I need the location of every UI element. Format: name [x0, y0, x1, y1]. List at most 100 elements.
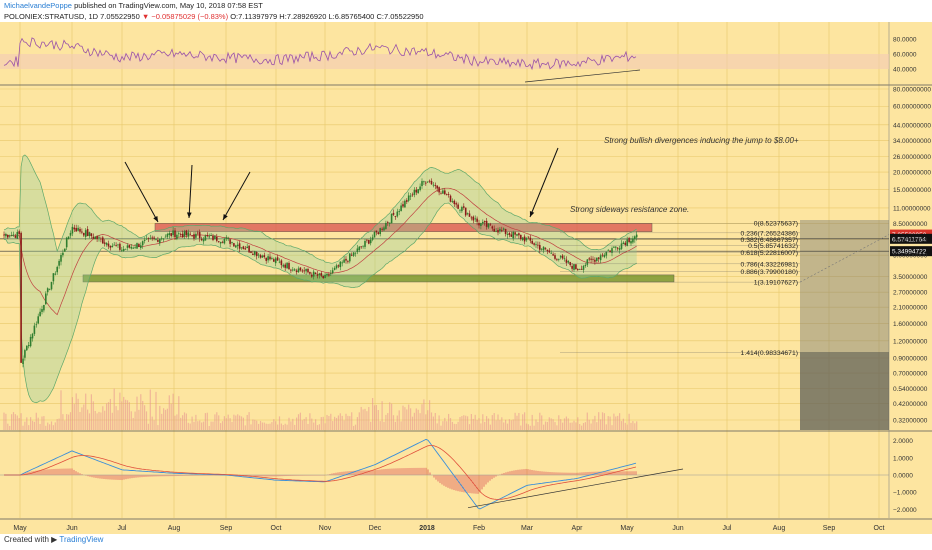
volume-bar	[71, 397, 73, 430]
macd-histogram-bar	[199, 475, 201, 476]
candle-body	[442, 190, 444, 194]
candle-body	[628, 238, 630, 243]
macd-histogram-bar	[593, 471, 595, 475]
author-name[interactable]: MichaelvandePoppe	[4, 1, 72, 10]
macd-histogram-bar	[475, 475, 477, 494]
candle-body	[592, 258, 594, 260]
macd-histogram-bar	[203, 475, 205, 476]
volume-bar	[269, 423, 271, 430]
volume-bar	[225, 418, 227, 430]
volume-bar	[75, 393, 77, 430]
macd-histogram-bar	[605, 471, 607, 475]
volume-bar	[79, 411, 81, 430]
macd-histogram-bar	[407, 468, 409, 475]
volume-bar	[163, 408, 165, 430]
volume-bar	[305, 417, 307, 430]
x-tick-label: Aug	[168, 525, 181, 532]
candle-body	[113, 244, 115, 246]
volume-bar	[242, 417, 244, 430]
candle-body	[29, 336, 32, 347]
symbol-name: POLONIEX:STRATUSD, 1D	[4, 12, 99, 21]
macd-histogram-bar	[437, 475, 439, 482]
candle-body	[27, 345, 30, 347]
macd-histogram-bar	[515, 470, 517, 475]
candle-body	[162, 238, 165, 240]
volume-bar	[584, 422, 586, 430]
volume-bar	[482, 414, 484, 430]
candle-body	[100, 238, 102, 240]
candle-body	[404, 200, 406, 208]
macd-histogram-bar	[501, 473, 503, 475]
macd-histogram-bar	[331, 473, 333, 475]
trading-chart[interactable]: 0(8.52375637) 0.236(7.26524386)0.382(6.48…	[0, 22, 932, 534]
candle-body	[512, 231, 514, 239]
volume-bar	[187, 422, 189, 430]
macd-histogram-bar	[537, 470, 539, 475]
volume-bar	[512, 419, 514, 430]
volume-bar	[506, 423, 509, 430]
x-tick-label: Sep	[220, 525, 233, 532]
x-tick-label: Aug	[773, 525, 786, 532]
candle-body	[352, 252, 355, 256]
candle-body	[187, 232, 190, 237]
candle-body	[571, 266, 573, 269]
volume-bar	[90, 394, 92, 430]
candle-body	[514, 232, 516, 235]
macd-histogram-bar	[205, 475, 207, 476]
macd-histogram-bar	[201, 475, 203, 476]
macd-histogram-bar	[33, 470, 35, 475]
macd-histogram-bar	[411, 467, 413, 475]
candle-body	[288, 263, 290, 270]
price-tick-label: 1.20000000	[893, 338, 928, 345]
macd-histogram-bar	[187, 475, 189, 476]
candle-body	[558, 258, 560, 260]
macd-histogram-bar	[323, 475, 325, 476]
candle-body	[622, 242, 625, 245]
macd-histogram-bar	[591, 471, 593, 475]
arrow-2	[188, 164, 193, 219]
candle-body	[216, 236, 218, 241]
volume-bar	[546, 421, 548, 430]
candle-body	[345, 258, 347, 261]
arrow-3	[222, 171, 251, 221]
price-tick-label: 3.50000000	[893, 274, 928, 281]
macd-histogram-bar	[573, 472, 575, 475]
volume-bar	[419, 413, 421, 430]
volume-bar	[446, 421, 448, 430]
candle-body	[157, 239, 159, 242]
candle-body	[39, 311, 41, 317]
volume-bar	[541, 415, 543, 430]
macd-line	[4, 438, 637, 510]
volume-bar	[261, 422, 263, 430]
macd-tick-label: 2.0000	[893, 438, 913, 445]
candle-body	[41, 309, 43, 312]
fib-level-label: 0.236(7.26524386)	[741, 230, 798, 237]
tradingview-brand[interactable]: TradingView	[59, 535, 104, 544]
candle-body	[225, 237, 228, 239]
macd-histogram-bar	[43, 469, 45, 475]
macd-histogram-bar	[255, 475, 257, 477]
volume-bar	[136, 396, 138, 430]
volume-bar	[421, 404, 423, 430]
volume-bar	[30, 417, 32, 430]
candle-body	[423, 181, 425, 183]
candle-body	[54, 273, 57, 275]
volume-bar	[35, 412, 37, 430]
volume-bar	[68, 414, 70, 430]
last-price: 7.05522950	[100, 12, 140, 21]
price-tick-label: 0.70000000	[893, 371, 928, 378]
candle-body	[436, 185, 438, 189]
volume-bar	[134, 411, 136, 430]
volume-bar	[508, 419, 510, 430]
x-tick-label: May	[620, 525, 634, 532]
volume-bar	[518, 412, 520, 430]
candle-body	[415, 189, 418, 193]
macd-histogram-bar	[449, 475, 451, 489]
volume-bar	[440, 425, 442, 430]
macd-histogram-bar	[373, 470, 375, 475]
macd-histogram-bar	[565, 472, 567, 475]
volume-bar	[41, 416, 43, 430]
fib-level-label: 0.382(6.48667357)	[741, 237, 798, 244]
volume-bar	[573, 420, 575, 430]
volume-bar	[501, 417, 503, 430]
